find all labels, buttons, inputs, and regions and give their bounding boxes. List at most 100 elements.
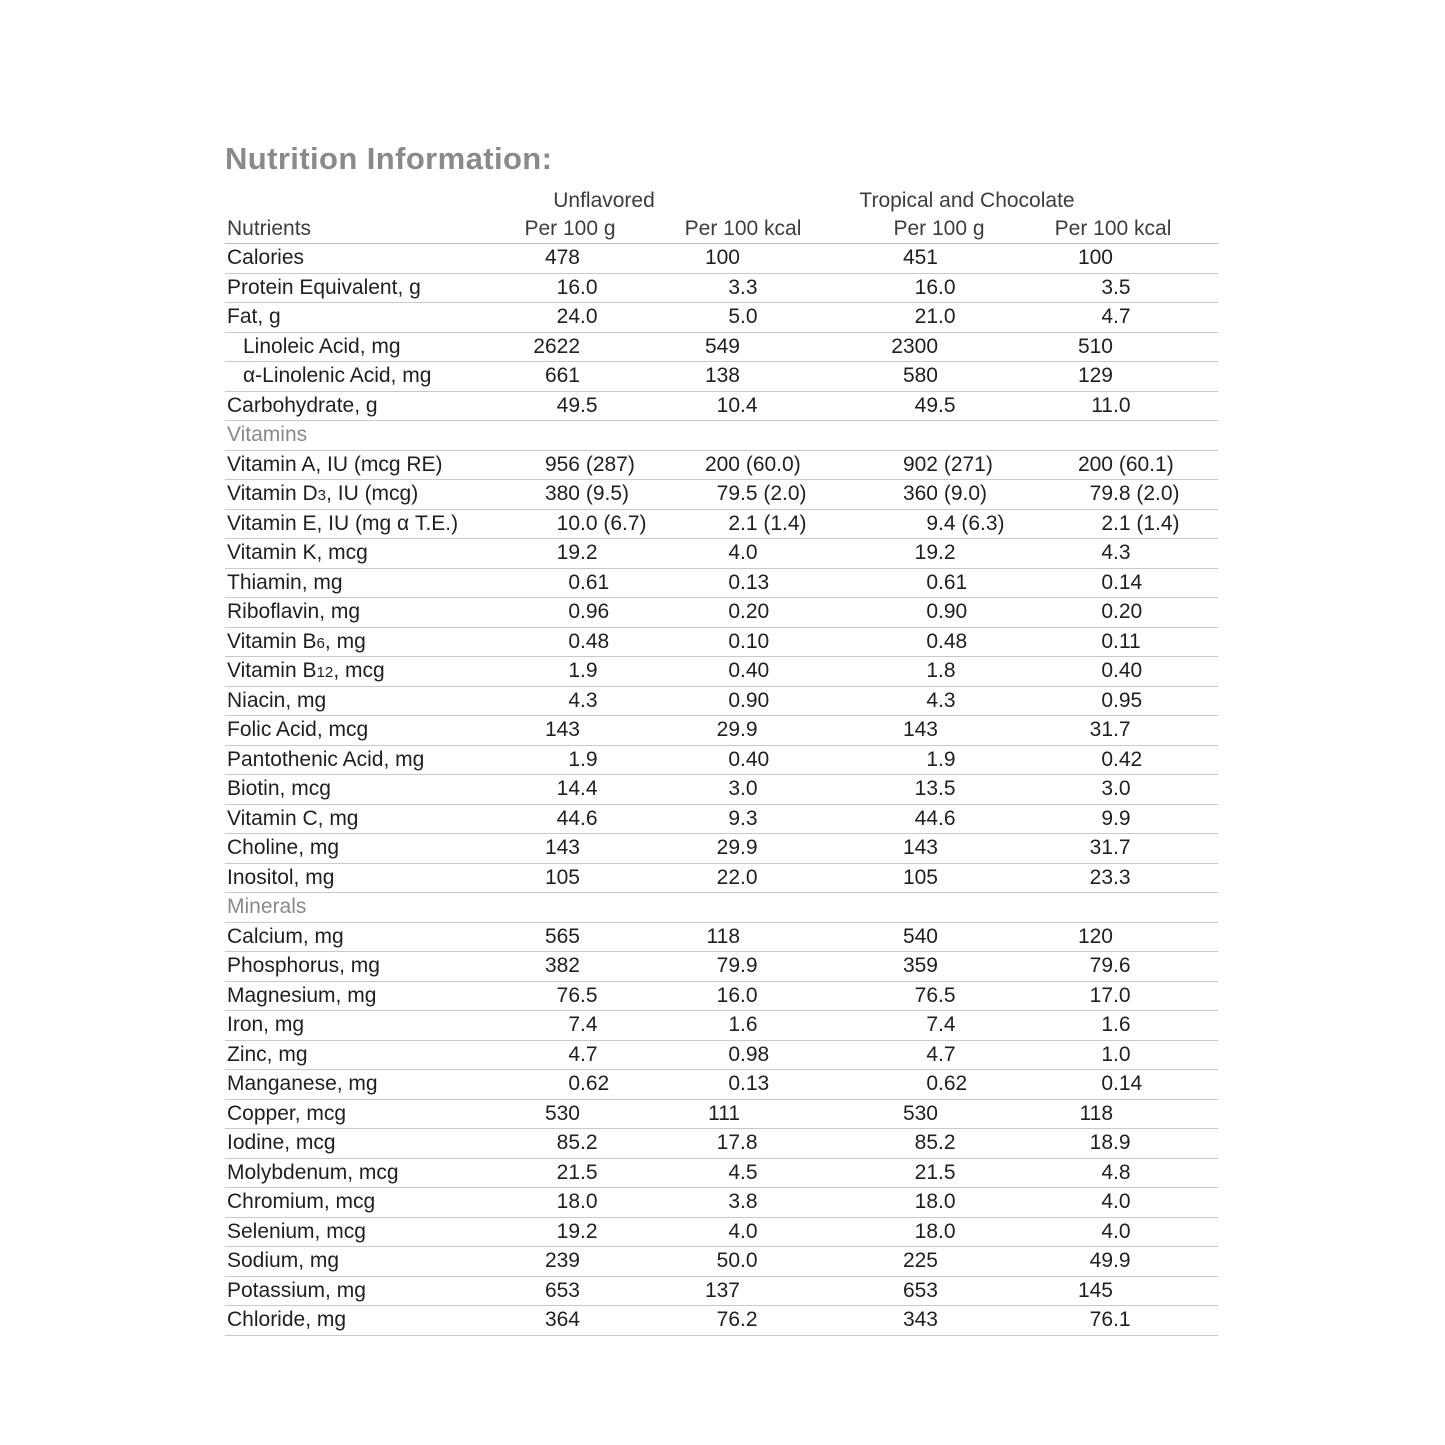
table-row: Thiamin, mg 0.61 0.13 0.61 0.14 xyxy=(225,569,1218,598)
nutrient-label: Copper, mcg xyxy=(227,1101,347,1125)
value-cell: 18.0 xyxy=(914,1219,956,1243)
nutrient-label: Folic Acid, mcg xyxy=(227,718,369,742)
table-row: Choline, mg 143 29.9 143 31.7 xyxy=(225,834,1218,864)
value-cell: 4.7 xyxy=(1101,305,1131,329)
value-cell: 23.3 xyxy=(1089,865,1131,889)
value-cell: 111 xyxy=(708,1101,740,1125)
nutrient-label: Vitamin B12, mcg xyxy=(227,659,385,683)
value-cell: 0.61 xyxy=(568,570,610,594)
value-cell: 16.0 xyxy=(716,983,758,1007)
value-cell: 118 xyxy=(706,924,740,948)
value-cell: 31.7 xyxy=(1089,836,1131,860)
value-cell: 79.6 xyxy=(1089,954,1131,978)
value-cell: 21.5 xyxy=(556,1160,598,1184)
nutrient-label: Vitamin K, mcg xyxy=(227,541,368,565)
value-cell: 44.6 xyxy=(914,806,956,830)
column-header-row: Nutrients Per 100 g Per 100 kcal Per 100… xyxy=(225,214,1218,244)
value-cell: 29.9 xyxy=(716,836,758,860)
nutrient-label: Chromium, mcg xyxy=(227,1190,376,1214)
section-label: Minerals xyxy=(227,895,307,919)
value-cell: 364 xyxy=(544,1308,580,1332)
nutrient-label: Iodine, mcg xyxy=(227,1131,336,1155)
value-cell: 18.0 xyxy=(556,1190,598,1214)
nutrient-label: Magnesium, mg xyxy=(227,983,377,1007)
value-cell: 22.0 xyxy=(716,865,758,889)
nutrient-label: Inositol, mg xyxy=(227,865,335,889)
value-cell: 0.13 xyxy=(728,570,770,594)
value-cell: 4.0 xyxy=(1101,1190,1131,1214)
nutrient-label: Biotin, mcg xyxy=(227,777,331,801)
value-cell: 200 (60.0) xyxy=(704,452,801,476)
value-cell: 0.90 xyxy=(728,688,770,712)
value-cell: 16.0 xyxy=(556,275,598,299)
value-cell: 530 xyxy=(544,1101,580,1125)
value-cell: 1.6 xyxy=(1101,1013,1131,1037)
value-cell: 380 (9.5) xyxy=(544,482,630,506)
value-cell: 530 xyxy=(902,1101,938,1125)
nutrient-label: Vitamin C, mg xyxy=(227,806,359,830)
table-row: Inositol, mg 105 22.0 105 23.3 xyxy=(225,864,1218,893)
table-row: Folic Acid, mcg 143 29.9 143 31.7 xyxy=(225,716,1218,746)
value-cell: 44.6 xyxy=(556,806,598,830)
nutrient-label: Calcium, mg xyxy=(227,924,344,948)
value-cell: 4.0 xyxy=(728,1219,758,1243)
value-cell: 0.62 xyxy=(568,1072,610,1096)
value-cell: 0.20 xyxy=(728,600,770,624)
value-cell: 239 xyxy=(544,1249,580,1273)
value-cell: 79.8 (2.0) xyxy=(1089,482,1180,506)
value-cell: 0.11 xyxy=(1101,629,1141,653)
section-row: Minerals xyxy=(225,893,1218,923)
table-row: Fat, g 24.0 5.0 21.0 4.7 xyxy=(225,303,1218,333)
value-cell: 7.4 xyxy=(568,1013,598,1037)
table-row: Protein Equivalent, g 16.0 3.3 16.0 3.5 xyxy=(225,274,1218,303)
value-cell: 0.14 xyxy=(1101,1072,1143,1096)
value-cell: 100 xyxy=(1077,246,1113,270)
table-row: Riboflavin, mg 0.96 0.20 0.90 0.20 xyxy=(225,598,1218,628)
value-cell: 0.48 xyxy=(926,629,968,653)
value-cell: 225 xyxy=(902,1249,938,1273)
value-cell: 478 xyxy=(544,246,580,270)
value-cell: 0.90 xyxy=(926,600,968,624)
table-row: Vitamin E, IU (mg α T.E.) 10.0 (6.7) 2.1 (… xyxy=(225,510,1218,539)
nutrient-label: Vitamin B6, mg xyxy=(227,629,366,653)
value-cell: 0.98 xyxy=(728,1042,770,1066)
group-header-row: Unflavored Tropical and Chocolate xyxy=(225,187,1218,214)
value-cell: 76.2 xyxy=(716,1308,758,1332)
column-header-per100kcal-tropical: Per 100 kcal xyxy=(1054,217,1172,240)
table-row: Zinc, mg 4.7 0.98 4.7 1.0 xyxy=(225,1041,1218,1070)
value-cell: 200 (60.1) xyxy=(1077,452,1174,476)
value-cell: 14.4 xyxy=(556,777,598,801)
value-cell: 19.2 xyxy=(914,541,956,565)
value-cell: 19.2 xyxy=(556,1219,598,1243)
value-cell: 50.0 xyxy=(716,1249,758,1273)
value-cell: 4.0 xyxy=(1101,1219,1131,1243)
value-cell: 143 xyxy=(902,718,938,742)
value-cell: 0.48 xyxy=(568,629,610,653)
table-row: Calcium, mg 565 118 540 120 xyxy=(225,923,1218,952)
column-header-nutrients: Nutrients xyxy=(227,217,312,240)
table-row: Molybdenum, mcg 21.5 4.5 21.5 4.8 xyxy=(225,1159,1218,1188)
value-cell: 4.3 xyxy=(926,688,956,712)
nutrient-label: Niacin, mg xyxy=(227,688,327,712)
table-row: Chromium, mcg 18.0 3.8 18.0 4.0 xyxy=(225,1188,1218,1218)
column-header-per100g-unflavored: Per 100 g xyxy=(524,217,616,240)
value-cell: 17.0 xyxy=(1089,983,1131,1007)
value-cell: 2.1 (1.4) xyxy=(1101,511,1180,535)
group-header-unflavored: Unflavored xyxy=(553,189,655,212)
value-cell: 653 xyxy=(902,1278,938,1302)
value-cell: 0.61 xyxy=(926,570,968,594)
value-cell: 0.96 xyxy=(568,600,610,624)
value-cell: 100 xyxy=(704,246,740,270)
value-cell: 24.0 xyxy=(556,305,598,329)
value-cell: 3.8 xyxy=(728,1190,758,1214)
table-row: Potassium, mg 653 137 653 145 xyxy=(225,1277,1218,1306)
nutrient-label: Molybdenum, mcg xyxy=(227,1160,399,1184)
value-cell: 540 xyxy=(902,924,938,948)
value-cell: 382 xyxy=(544,954,580,978)
value-cell: 49.9 xyxy=(1089,1249,1131,1273)
value-cell: 120 xyxy=(1077,924,1113,948)
value-cell: 10.0 (6.7) xyxy=(556,511,647,535)
table-row: Carbohydrate, g 49.5 10.4 49.5 11.0 xyxy=(225,392,1218,421)
table-row: Magnesium, mg 76.5 16.0 76.5 17.0 xyxy=(225,982,1218,1011)
value-cell: 4.3 xyxy=(1101,541,1131,565)
